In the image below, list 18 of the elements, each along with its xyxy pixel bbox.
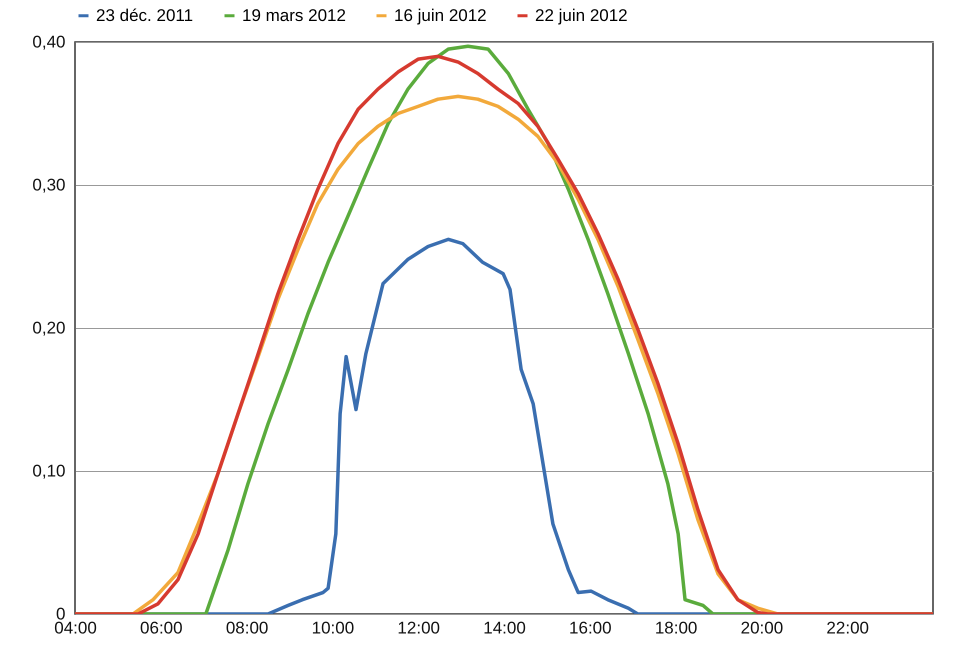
legend-label: 19 mars 2012 <box>242 6 346 25</box>
x-tick-label: 16:00 <box>569 618 612 638</box>
legend-label: 16 juin 2012 <box>394 6 487 25</box>
x-tick-label: 08:00 <box>226 618 268 638</box>
legend-label: 23 déc. 2011 <box>96 6 194 25</box>
x-tick-label: 20:00 <box>740 618 784 638</box>
x-tick-label: 22:00 <box>826 618 869 638</box>
legend-label: 22 juin 2012 <box>535 6 628 25</box>
y-tick-label: 0,20 <box>32 318 66 338</box>
y-tick-label: 0,10 <box>32 462 66 480</box>
x-tick-label: 14:00 <box>483 618 526 638</box>
y-tick-label: 0,40 <box>32 32 66 52</box>
x-tick-label: 04:00 <box>54 618 97 638</box>
x-tick-label: 06:00 <box>140 618 183 638</box>
x-tick-label: 10:00 <box>312 618 354 638</box>
x-tick-label: 18:00 <box>654 618 698 638</box>
y-tick-label: 0,30 <box>32 176 66 194</box>
x-tick-label: 12:00 <box>397 618 440 638</box>
